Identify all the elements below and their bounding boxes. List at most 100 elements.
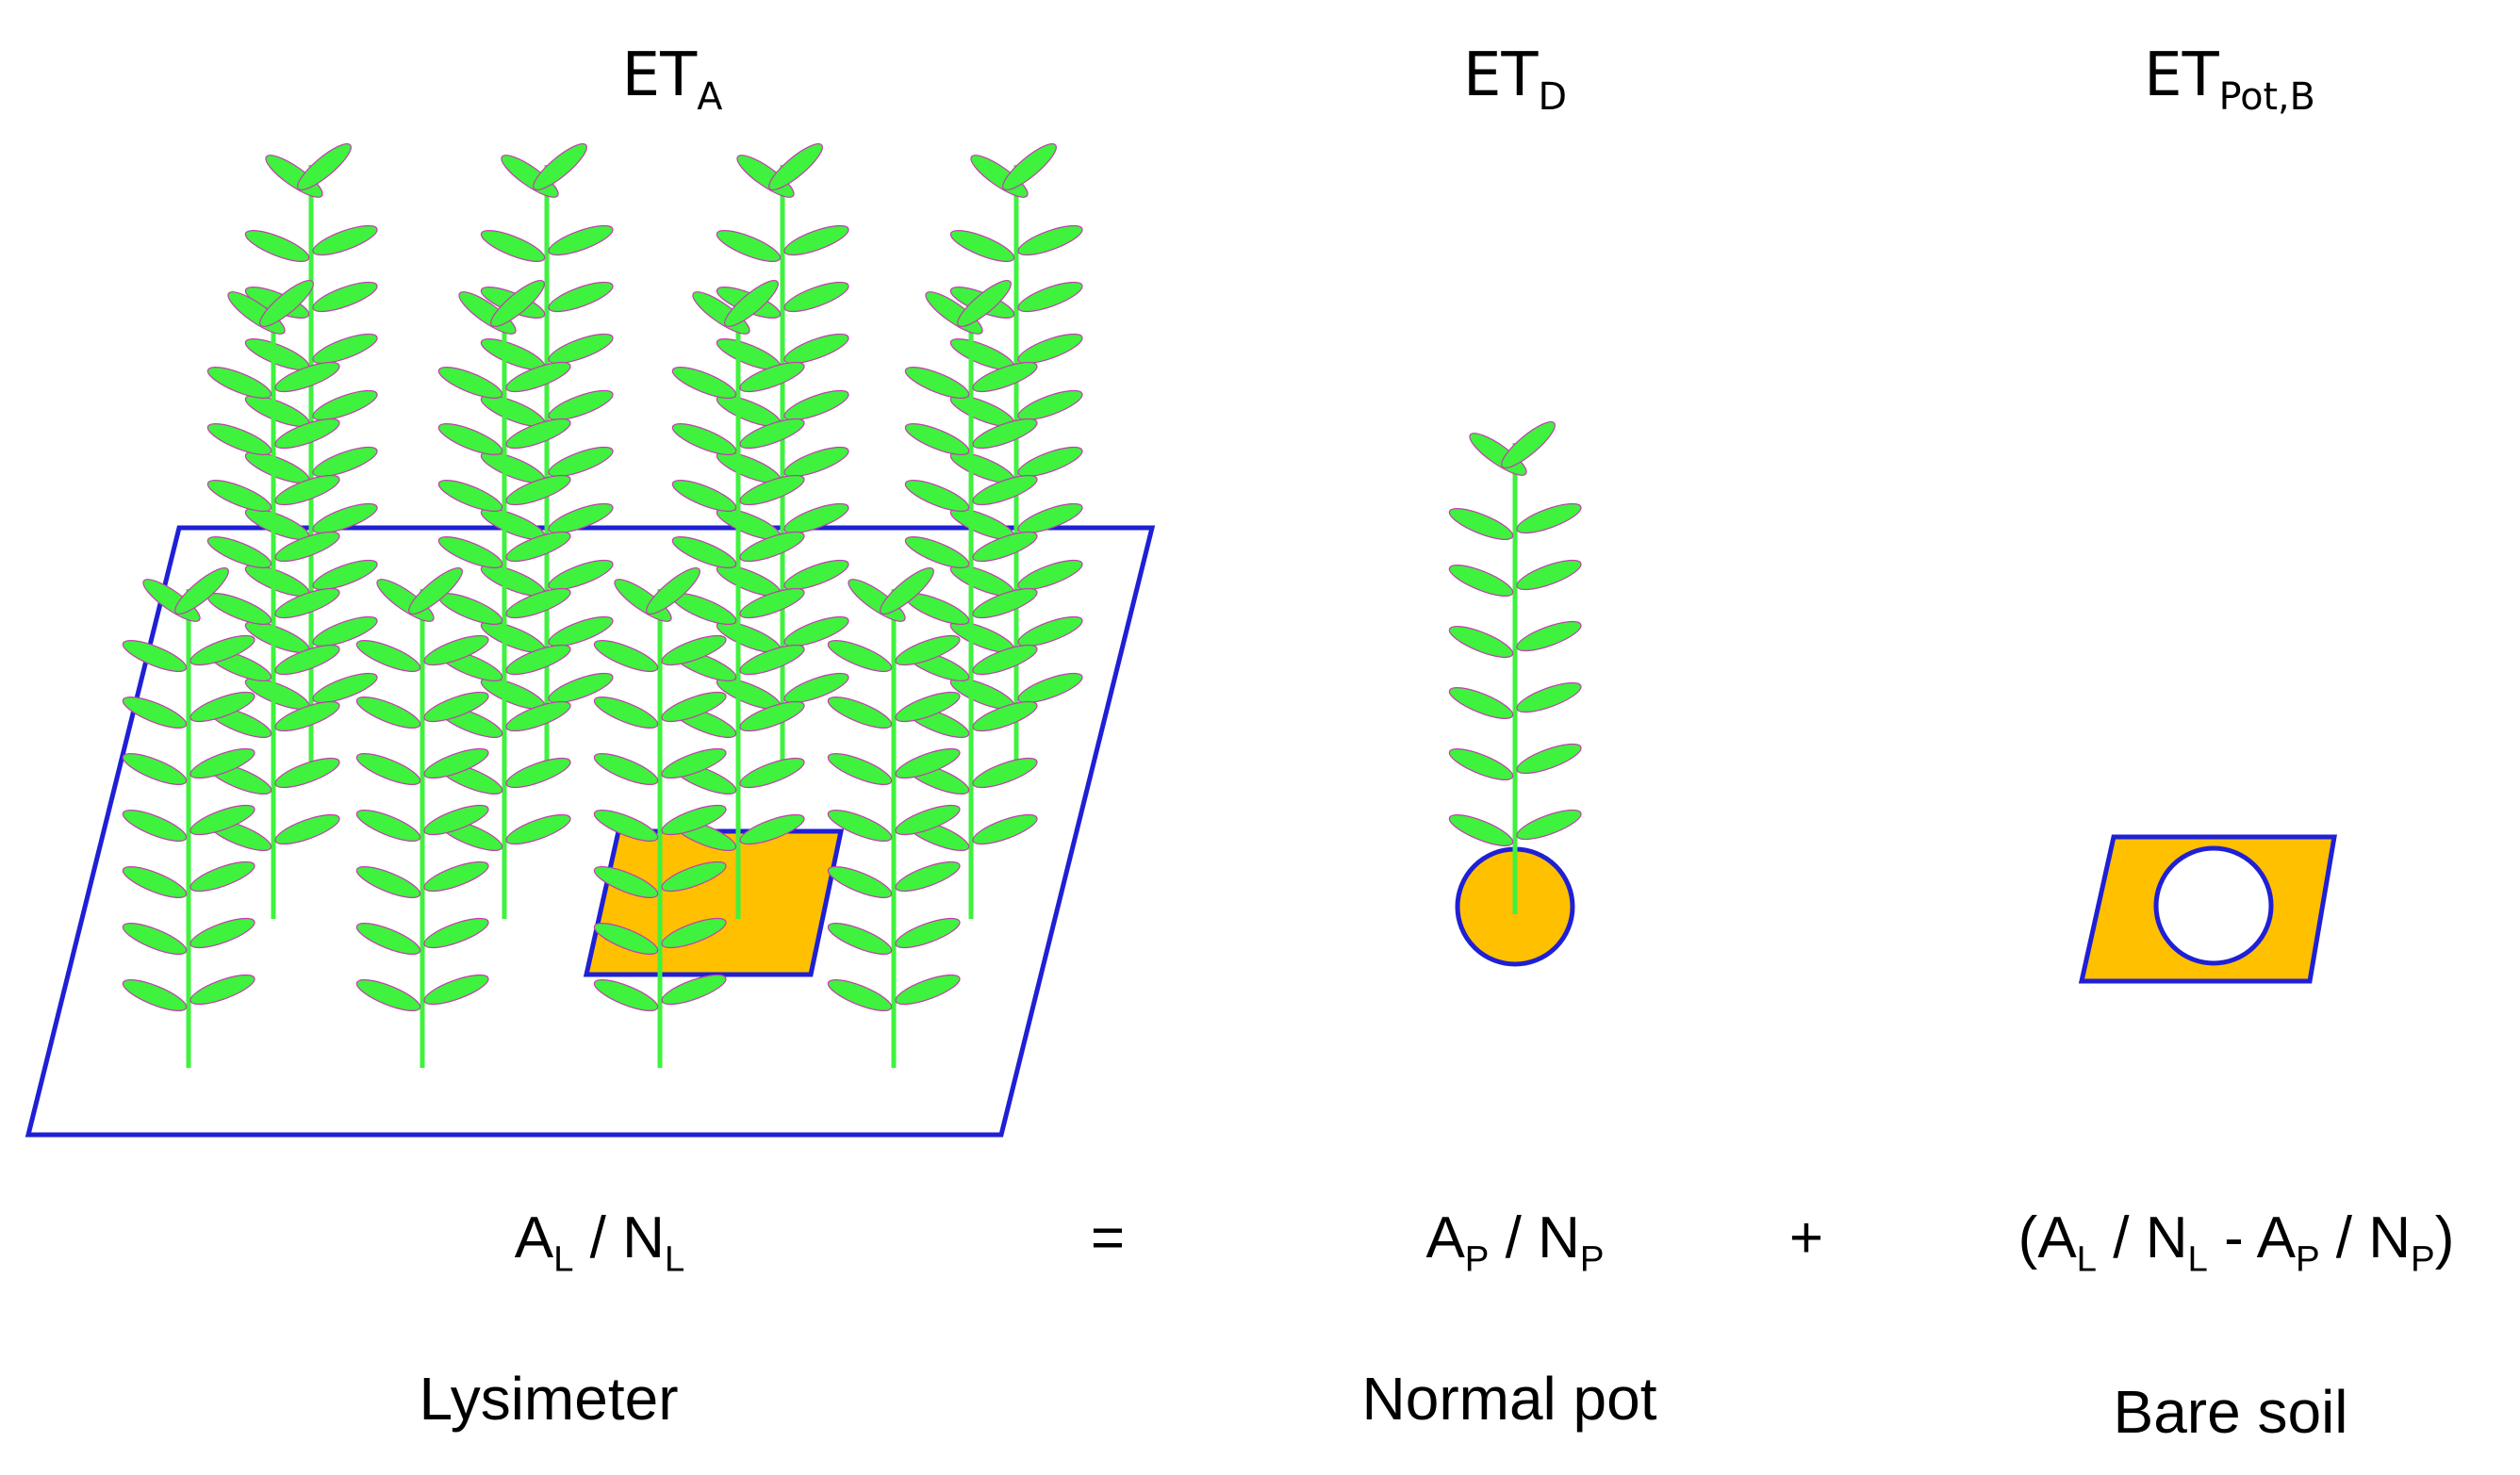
leaf-left [1448, 687, 1514, 719]
leaf-right [783, 615, 849, 647]
eq-bare-n2-sub: P [2411, 1238, 2435, 1280]
leaf-right [661, 691, 727, 723]
leaf-top-right [1501, 421, 1556, 468]
leaf-left [716, 230, 782, 262]
leaf-right [972, 531, 1038, 563]
leaf-right [505, 587, 571, 619]
leaf-right [1516, 681, 1582, 713]
leaf-left [1448, 748, 1514, 780]
leaf-right [1017, 224, 1083, 256]
eq-pot-n-sub: P [1579, 1238, 1605, 1280]
leaf-right [274, 757, 340, 789]
leaf-right [274, 474, 340, 506]
leaf-right [423, 974, 489, 1006]
leaf-left [827, 810, 893, 842]
leaf-right [312, 333, 378, 365]
eq-bare-close: ) [2434, 1205, 2455, 1270]
leaf-left [671, 423, 737, 455]
leaf-right [895, 691, 961, 723]
leaf-right [783, 389, 849, 421]
equation-lysimeter-term: AL / NL [515, 1209, 685, 1278]
leaf-right [423, 860, 489, 893]
bare-soil-hole [2153, 845, 2274, 966]
leaf-left [671, 367, 737, 399]
leaf-top-right [174, 567, 229, 615]
leaf-right [548, 446, 614, 478]
leaf-right [739, 644, 805, 676]
label-bare-soil: Bare soil [2113, 1378, 2348, 1446]
leaf-right [423, 747, 489, 779]
leaf-left [593, 866, 659, 898]
header-et-a: ETA [622, 45, 723, 116]
leaf-right [189, 804, 255, 836]
header-et-pot-b: ETPot,B [2144, 45, 2315, 116]
eq-lys-n-sub: L [664, 1238, 685, 1280]
leaf-right [1017, 446, 1083, 478]
leaf-top-right [880, 567, 934, 615]
leaf-right [739, 757, 805, 789]
leaf-right [895, 634, 961, 666]
leaf-right [783, 502, 849, 534]
eq-lys-a: A [514, 1205, 554, 1270]
header-et-pot-b-sub: Pot,B [2218, 75, 2315, 120]
leaf-right [739, 700, 805, 732]
leaf-right [783, 672, 849, 704]
leaf-right [548, 281, 614, 313]
leaf-right [274, 813, 340, 845]
eq-bare-n1-sub: L [2187, 1238, 2208, 1280]
leaf-right [548, 389, 614, 421]
leaf-right [312, 446, 378, 478]
leaf-left [206, 480, 272, 512]
eq-lys-n: N [622, 1205, 665, 1270]
leaf-left [593, 697, 659, 729]
leaf-right [972, 700, 1038, 732]
leaf-right [1017, 502, 1083, 534]
leaf-left [122, 979, 188, 1011]
leaf-top-right [533, 143, 587, 190]
lysimeter-plant-back-3 [716, 143, 849, 773]
leaf-right [274, 644, 340, 676]
leaf-left [949, 230, 1015, 262]
eq-pot-sep: / [1489, 1205, 1539, 1270]
leaf-right [661, 917, 727, 949]
leaf-right [895, 974, 961, 1006]
leaf-left [122, 866, 188, 898]
leaf-left [355, 979, 421, 1011]
leaf-left [904, 423, 970, 455]
leaf-left [206, 423, 272, 455]
leaf-right [548, 502, 614, 534]
leaf-right [505, 813, 571, 845]
leaf-right [1516, 620, 1582, 652]
leaf-left [122, 810, 188, 842]
leaf-right [274, 418, 340, 450]
leaf-right [423, 804, 489, 836]
lysimeter-plant-front-3 [593, 567, 727, 1068]
leaf-right [312, 281, 378, 313]
header-et-d-base: ET [1462, 41, 1539, 110]
leaf-right [972, 474, 1038, 506]
leaf-right [1516, 809, 1582, 841]
leaf-left [1448, 814, 1514, 846]
eq-bare-a2-sub: P [2295, 1238, 2320, 1280]
leaf-right [661, 804, 727, 836]
eq-bare-sep2: / [2319, 1205, 2369, 1270]
lysimeter-plant-middle-3 [671, 280, 805, 919]
leaf-right [312, 224, 378, 256]
leaf-right [783, 446, 849, 478]
leaf-left [904, 367, 970, 399]
leaf-right [972, 361, 1038, 393]
leaf-left [671, 480, 737, 512]
leaf-right [189, 974, 255, 1006]
leaf-top-right [297, 143, 352, 190]
label-lysimeter: Lysimeter [419, 1365, 679, 1433]
equation-pot-term: AP / NP [1425, 1209, 1604, 1278]
normal-pot-plant [1448, 421, 1582, 914]
leaf-right [423, 691, 489, 723]
leaf-left [593, 979, 659, 1011]
leaf-right [1516, 502, 1582, 534]
leaf-right [661, 860, 727, 893]
leaf-left [827, 923, 893, 955]
header-et-a-base: ET [621, 41, 698, 110]
leaf-left [437, 367, 503, 399]
leaf-right [189, 917, 255, 949]
